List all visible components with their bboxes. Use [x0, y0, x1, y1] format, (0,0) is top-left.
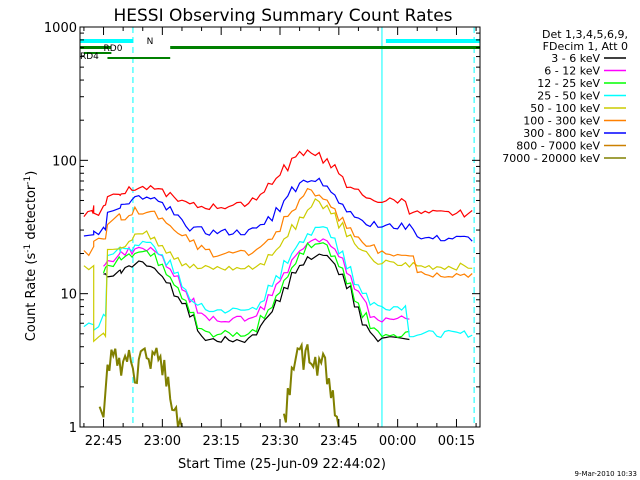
- x-tick-label: 00:00: [379, 434, 416, 449]
- series-50-100-kev: [83, 197, 473, 343]
- y-tick-label: 100: [52, 154, 77, 169]
- legend-label: 12 - 25 keV: [537, 77, 600, 90]
- state-bar-rd4: [83, 52, 112, 54]
- y-tick-label: 1: [69, 421, 77, 436]
- state-label-rd0: RD0: [104, 44, 123, 54]
- legend-label: 7000 - 20000 keV: [502, 152, 600, 165]
- series-6-12-kev: [103, 238, 410, 323]
- x-tick-label: 23:30: [261, 434, 298, 449]
- series-300-800-kev: [83, 177, 473, 242]
- series-7000-20000-kev: [282, 341, 340, 428]
- x-tick-label: 22:45: [85, 434, 122, 449]
- x-tick-label: 23:00: [144, 434, 181, 449]
- series-12-25-kev: [102, 242, 410, 338]
- state-bar-n: [80, 39, 133, 43]
- state-label-n: N: [147, 37, 154, 47]
- x-tick-label: 23:15: [202, 434, 239, 449]
- legend-header: FDecim 1, Att 0: [543, 40, 628, 53]
- y-label-mid: detector: [24, 184, 39, 244]
- y-tick-label: 10: [60, 288, 77, 303]
- legend-label: 100 - 300 keV: [523, 115, 600, 128]
- legend-label: 3 - 6 keV: [551, 52, 600, 65]
- series-3-6-kev: [103, 253, 410, 344]
- y-label-sup2: -1: [23, 176, 33, 185]
- legend-label: 25 - 50 keV: [537, 90, 600, 103]
- y-label-sup1: -1: [23, 244, 33, 253]
- timestamp: 9-Mar-2010 10:33: [575, 470, 637, 478]
- legend-label: 800 - 7000 keV: [516, 140, 600, 153]
- state-bar-rd0: [170, 46, 480, 49]
- series-100-300-kev: [83, 187, 473, 278]
- chart-title: HESSI Observing Summary Count Rates: [113, 6, 452, 26]
- series-7000-20000-kev: [98, 346, 183, 428]
- plot-area: N RD0 RD4: [79, 27, 480, 428]
- y-axis-label: Count Rate (s-1 detector-1): [23, 171, 39, 342]
- state-bar-n: [385, 39, 480, 43]
- y-label-end: ): [24, 171, 39, 176]
- legend-header: Det 1,3,4,5,6,9,: [542, 28, 628, 41]
- legend-label: 50 - 100 keV: [530, 102, 600, 115]
- series-25-50-kev: [83, 226, 473, 339]
- y-tick-label: 1000: [44, 21, 77, 36]
- state-bar-rd4-b: [107, 57, 171, 59]
- axes-frame: [79, 26, 481, 428]
- x-tick-label: 00:15: [438, 434, 475, 449]
- svg-text:Count Rate (s-1 detector-1): Count Rate (s-1 detector-1): [23, 171, 39, 342]
- legend-label: 300 - 800 keV: [523, 127, 600, 140]
- x-axis-label: Start Time (25-Jun-09 22:44:02): [178, 457, 386, 472]
- series-red-unlabelled: [83, 149, 473, 218]
- legend-label: 6 - 12 keV: [544, 65, 600, 78]
- x-tick-label: 23:45: [320, 434, 357, 449]
- state-bar-rd0: [80, 46, 112, 49]
- state-label-rd4: RD4: [80, 52, 99, 62]
- legend: Det 1,3,4,5,6,9,FDecim 1, Att 03 - 6 keV…: [502, 28, 628, 165]
- axes: 1 10 100 1000 22:45 23:00 23:15 23:30 23:45 00:00…: [44, 21, 481, 449]
- y-label-main: Count Rate (s: [24, 253, 39, 342]
